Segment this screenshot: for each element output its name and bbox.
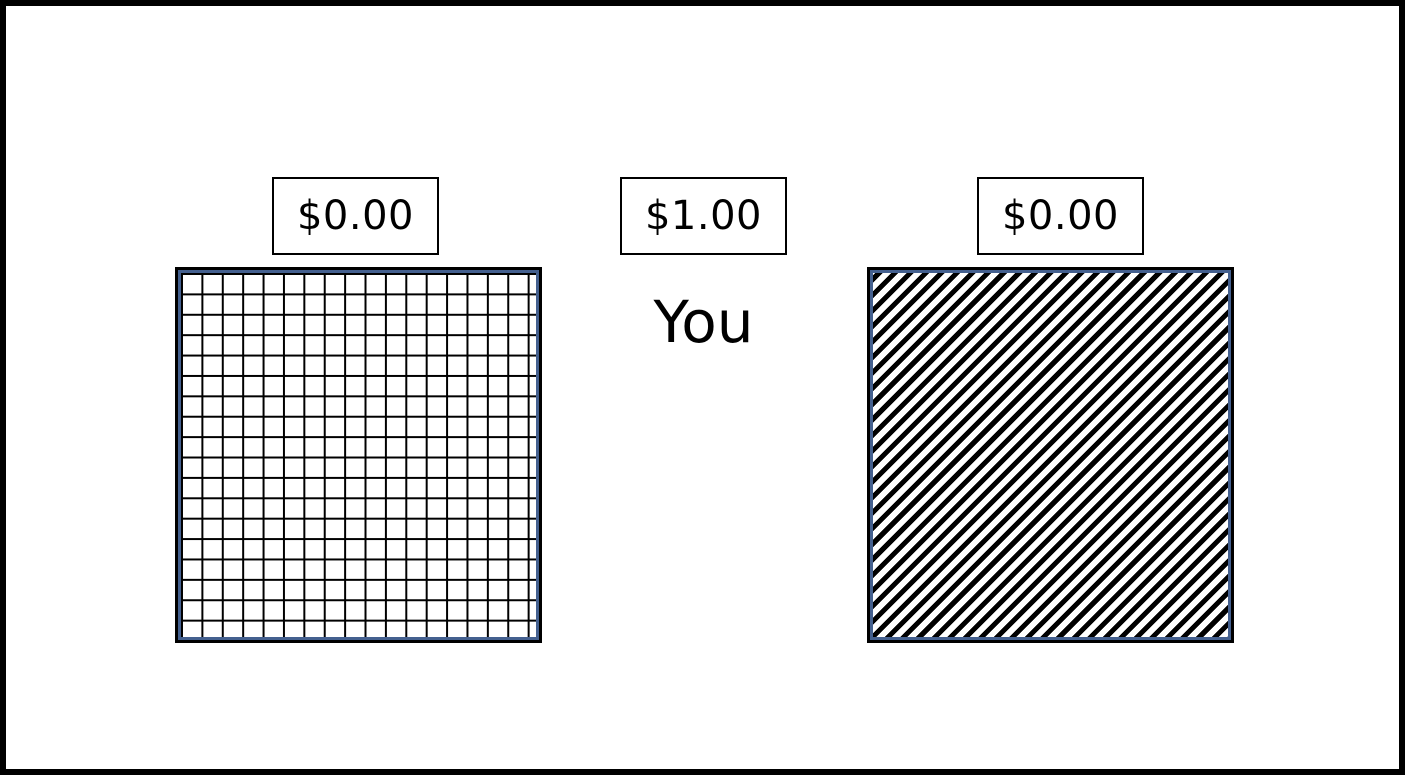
you-label: You	[653, 288, 754, 356]
right-square-inner-border	[870, 270, 1231, 640]
left-square-inner-border	[178, 270, 539, 640]
left-amount-label: $0.00	[296, 193, 414, 239]
center-amount-label: $1.00	[644, 193, 762, 239]
left-grid-square[interactable]	[175, 267, 542, 643]
right-amount-label: $0.00	[1001, 193, 1119, 239]
right-striped-square[interactable]	[867, 267, 1234, 643]
center-amount-box: $1.00	[620, 177, 787, 255]
right-amount-box: $0.00	[977, 177, 1144, 255]
left-amount-box: $0.00	[272, 177, 439, 255]
